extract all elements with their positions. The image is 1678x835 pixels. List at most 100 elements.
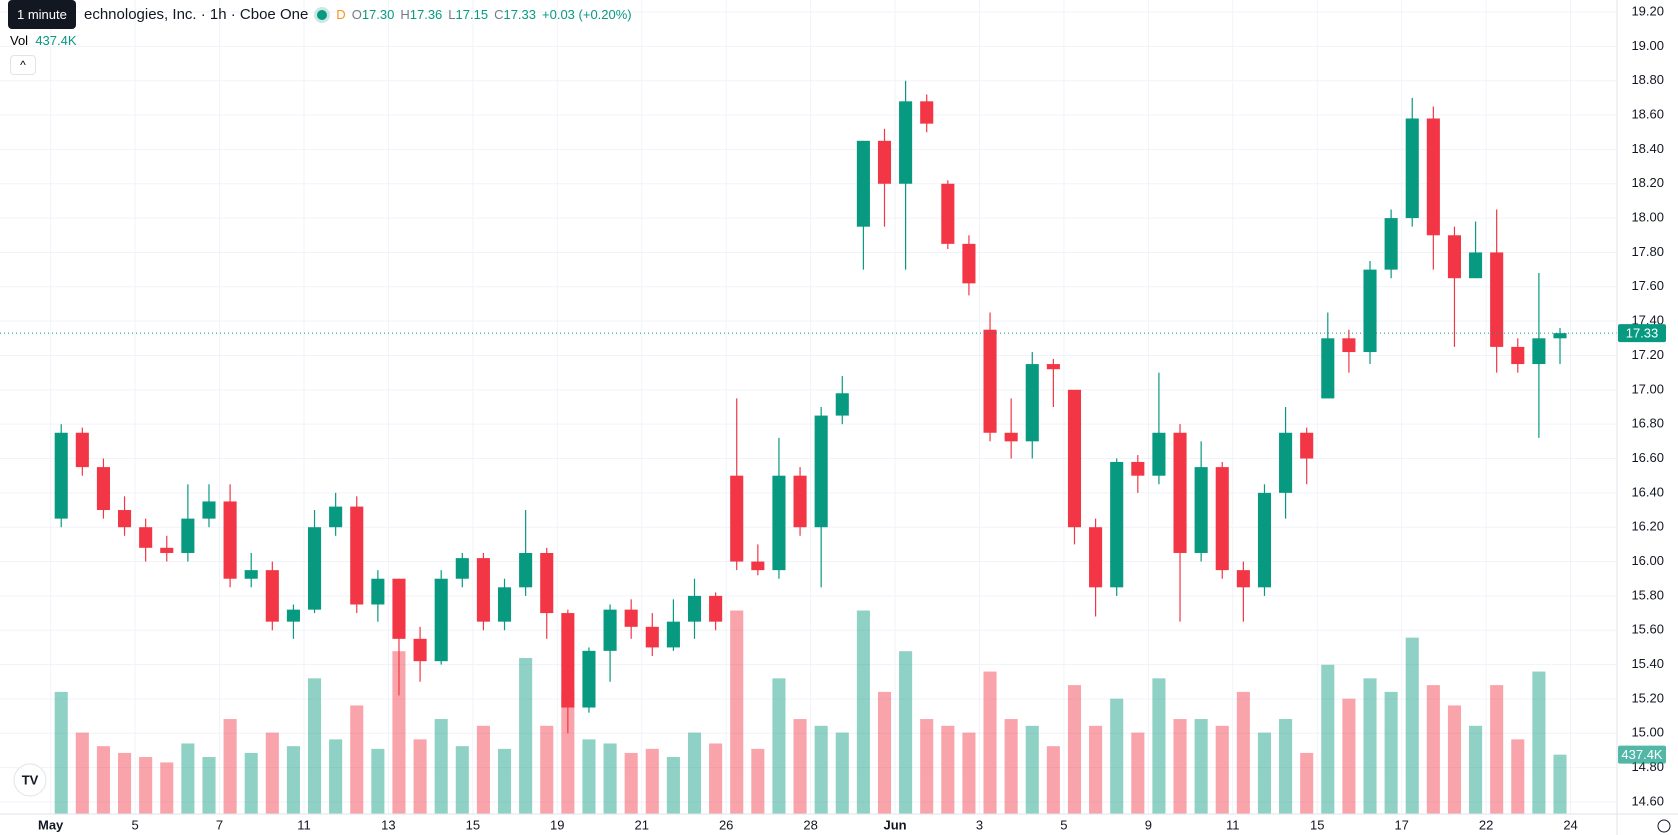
symbol-title: echnologies, Inc. · 1h · Cboe One	[84, 6, 309, 23]
candle-body	[793, 475, 807, 528]
volume-tag-bg	[1618, 745, 1666, 764]
volume-bar	[877, 691, 892, 814]
collapse-button[interactable]: ^	[10, 55, 36, 75]
volume-bar	[1384, 691, 1398, 814]
y-tick-label: 17.00	[1631, 381, 1664, 396]
y-tick-label: 16.60	[1631, 450, 1664, 465]
x-tick-label: May	[38, 817, 64, 832]
ohlc-value: 17.36	[409, 7, 443, 22]
ohlc-key: C	[494, 7, 504, 22]
logo[interactable]: TV	[13, 763, 47, 797]
volume-bar	[603, 743, 617, 814]
volume-bar	[54, 691, 68, 814]
market-status	[314, 6, 331, 23]
volume-bar	[1511, 739, 1525, 814]
candle-body	[941, 183, 955, 244]
y-tick-label: 18.60	[1631, 106, 1664, 121]
x-tick-label: 11	[1226, 817, 1240, 832]
volume-bar	[793, 719, 807, 814]
candle-body	[371, 578, 385, 605]
candle-body	[561, 613, 575, 708]
volume-bar	[687, 732, 702, 814]
x-tick-label: 24	[1563, 817, 1577, 832]
svg-text:TV: TV	[22, 772, 39, 787]
y-tick-label: 17.80	[1631, 244, 1664, 259]
volume-bar	[160, 762, 174, 814]
volume-bar	[497, 748, 512, 814]
volume-bar	[139, 757, 153, 814]
vol-value: 437.4K	[35, 33, 77, 48]
x-tick-label: 15	[1310, 817, 1324, 832]
volume-bar	[1405, 637, 1419, 814]
candle-body	[1110, 461, 1124, 588]
ohlc: O17.30 H17.36 L17.15 C17.33	[352, 7, 536, 22]
volume-bar	[751, 748, 765, 814]
settings-icon[interactable]	[1657, 819, 1671, 833]
x-tick-label: Jun	[883, 817, 906, 832]
x-tick-label: 19	[550, 817, 564, 832]
x-tick-label: 17	[1394, 817, 1408, 832]
change: +0.03 (+0.20%)	[542, 7, 632, 22]
candle-body	[1173, 432, 1187, 553]
volume-bar	[666, 757, 680, 814]
volume-bar	[265, 732, 279, 814]
candle-body	[455, 558, 469, 579]
candle-body	[434, 578, 448, 662]
volume-bar	[624, 752, 638, 814]
volume-bar	[1194, 719, 1208, 814]
volume-bar	[1532, 671, 1546, 814]
y-tick-label: 18.40	[1631, 141, 1664, 156]
x-tick-label: 5	[131, 817, 138, 832]
volume-bar	[1490, 685, 1504, 814]
candle-body	[1046, 364, 1060, 370]
candle-body	[835, 393, 849, 416]
volume-bar	[941, 725, 955, 814]
candle-body	[877, 140, 892, 184]
x-tick-label: 9	[1145, 817, 1152, 832]
y-tick-label: 16.40	[1631, 484, 1664, 499]
candle-body	[899, 101, 913, 184]
volume-bar	[1553, 754, 1567, 814]
y-tick-label: 19.20	[1631, 3, 1664, 18]
candle-body	[1004, 432, 1018, 442]
y-tick-label: 15.80	[1631, 587, 1664, 602]
candle-body	[1321, 338, 1335, 399]
x-tick-label: 3	[976, 817, 983, 832]
candle-body	[223, 501, 237, 579]
y-tick-label: 18.00	[1631, 210, 1664, 225]
volume-bar	[835, 732, 849, 814]
candle-body	[1490, 252, 1504, 347]
volume-bar	[962, 732, 976, 814]
y-tick-label: 15.20	[1631, 690, 1664, 705]
candle-body	[1553, 333, 1567, 339]
volume-legend: Vol 437.4K	[10, 33, 77, 48]
candle-body	[1194, 467, 1208, 553]
ohlc-key: H	[400, 7, 410, 22]
candle-body	[709, 595, 723, 622]
y-tick-label: 17.40	[1631, 313, 1664, 328]
candle-body	[1236, 570, 1250, 588]
volume-bar	[1426, 685, 1440, 814]
volume-bar	[1046, 746, 1060, 814]
candle-body	[1447, 235, 1461, 279]
volume-bar	[1110, 698, 1124, 814]
volume-bar	[96, 746, 110, 814]
volume-bar	[413, 739, 427, 814]
volume-bar	[1342, 698, 1356, 814]
candle-body	[814, 415, 828, 528]
volume-bar	[350, 705, 364, 814]
volume-bar	[244, 752, 258, 814]
y-tick-label: 16.80	[1631, 416, 1664, 431]
candle-body	[96, 467, 110, 511]
y-tick-label: 16.00	[1631, 553, 1664, 568]
volume-bar	[202, 757, 216, 814]
y-tick-label: 15.40	[1631, 656, 1664, 671]
candle-body	[1342, 338, 1356, 353]
volume-tag: 437.4K	[1621, 747, 1663, 762]
volume-bar	[1004, 719, 1018, 814]
volume-bar	[1131, 732, 1145, 814]
price-tag-bg	[1618, 324, 1666, 343]
candle-body	[1067, 389, 1082, 528]
